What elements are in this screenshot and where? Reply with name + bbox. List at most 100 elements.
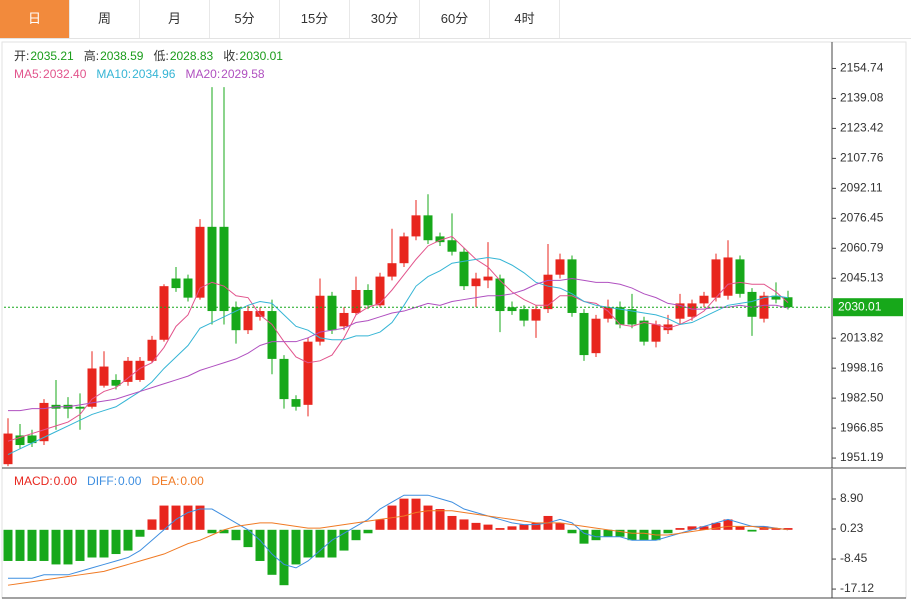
macd-bar [615, 529, 625, 537]
period-tab[interactable]: 60分 [420, 0, 490, 38]
macd-bar [459, 519, 469, 530]
macd-bar [723, 519, 733, 530]
candle-body [375, 276, 385, 306]
candle-body [207, 226, 217, 312]
header-value: 2035.21 [30, 49, 74, 63]
candle-body [267, 311, 277, 359]
macd-bar [123, 529, 133, 551]
candle-body [147, 339, 157, 361]
macd-bar [399, 498, 409, 530]
candle-body [747, 291, 757, 317]
candle-body [615, 307, 625, 325]
y-tick-label: 8.90 [840, 491, 864, 505]
macd-bar [267, 529, 277, 575]
macd-bar [63, 529, 73, 565]
period-tab[interactable]: 30分 [350, 0, 420, 38]
macd-bar [207, 529, 217, 534]
period-tab[interactable]: 月 [140, 0, 210, 38]
macd-bar [591, 529, 601, 541]
macd-bar [51, 529, 61, 565]
macd-bar [15, 529, 25, 561]
period-tab[interactable]: 周 [70, 0, 140, 38]
y-tick-label: 2060.79 [840, 240, 884, 254]
candle-body [243, 311, 253, 331]
candle-body [39, 402, 49, 442]
y-tick-label: 2092.11 [840, 181, 883, 195]
chart: 2154.74 2139.08 2123.42 2107.76 2092.11 2076.… [1, 41, 907, 599]
candle-body [483, 276, 493, 281]
macd-bar [411, 498, 421, 530]
macd-line [7, 510, 789, 586]
candle-body [411, 215, 421, 237]
candle-body [111, 379, 121, 386]
macd-bar [75, 529, 85, 561]
header-value: 2038.59 [100, 49, 144, 63]
ma-line [7, 256, 789, 456]
candle-body [735, 259, 745, 294]
candle-body [651, 324, 661, 342]
y-tick-label: 2045.13 [840, 270, 884, 284]
header-label: MACD: [14, 474, 53, 488]
candle-body [639, 320, 649, 342]
macd-bar [39, 529, 49, 561]
macd-bar [171, 505, 181, 530]
ma-line [8, 278, 789, 412]
candle-body [99, 366, 109, 386]
period-tab[interactable]: 15分 [280, 0, 350, 38]
macd-bar [279, 529, 289, 586]
candle-body [399, 236, 409, 264]
candle-body [255, 311, 265, 317]
macd-bar [471, 522, 481, 530]
candle-body [171, 278, 181, 289]
macd-bar [519, 524, 529, 530]
macd-bar [783, 528, 793, 530]
macd-bar [87, 529, 97, 558]
macd-bar [315, 529, 325, 558]
macd-bar [255, 529, 265, 561]
y-tick-label: 1951.19 [840, 450, 884, 464]
macd-bar [183, 505, 193, 530]
header-label: MA20: [185, 67, 220, 81]
macd-bar [663, 529, 673, 534]
header-label: 高: [84, 48, 99, 63]
candle-body [123, 360, 133, 382]
candle-body [591, 318, 601, 354]
macd-bar [675, 528, 685, 530]
macd-bar [555, 522, 565, 530]
header-value: 2032.40 [43, 67, 87, 81]
macd-line [8, 494, 789, 579]
candle-body [351, 289, 361, 313]
header-value: 0.00 [180, 474, 204, 488]
candle-body [363, 289, 373, 306]
macd-bar [579, 529, 589, 544]
candle-body [567, 259, 577, 313]
period-tab[interactable]: 5分 [210, 0, 280, 38]
candle-body [459, 251, 469, 287]
header-value: 2028.83 [170, 49, 214, 63]
macd-bar [99, 529, 109, 558]
candle-body [603, 307, 613, 319]
candle-body [159, 286, 169, 340]
header-label: 低: [153, 49, 168, 63]
macd-bar [243, 529, 253, 548]
header-label: 开: [14, 49, 29, 63]
candle-body [387, 263, 397, 277]
y-tick-label: 2139.08 [840, 91, 884, 105]
macd-bar [27, 529, 37, 561]
macd-bar [603, 529, 613, 537]
macd-bar [495, 528, 505, 530]
macd-bar [699, 526, 709, 530]
frame [1, 41, 907, 599]
candle-body [627, 309, 637, 325]
period-tab[interactable]: 日 [0, 0, 70, 38]
candle-body [579, 312, 589, 356]
candle-body [519, 309, 529, 321]
macd-bar [639, 529, 649, 541]
macd-bar [567, 529, 577, 534]
macd-bar [627, 529, 637, 541]
header-value: 2030.01 [240, 49, 284, 63]
candle-body [3, 433, 13, 465]
macd-bar [327, 529, 337, 558]
macd-bar [447, 515, 457, 530]
period-tab[interactable]: 4时 [490, 0, 560, 38]
